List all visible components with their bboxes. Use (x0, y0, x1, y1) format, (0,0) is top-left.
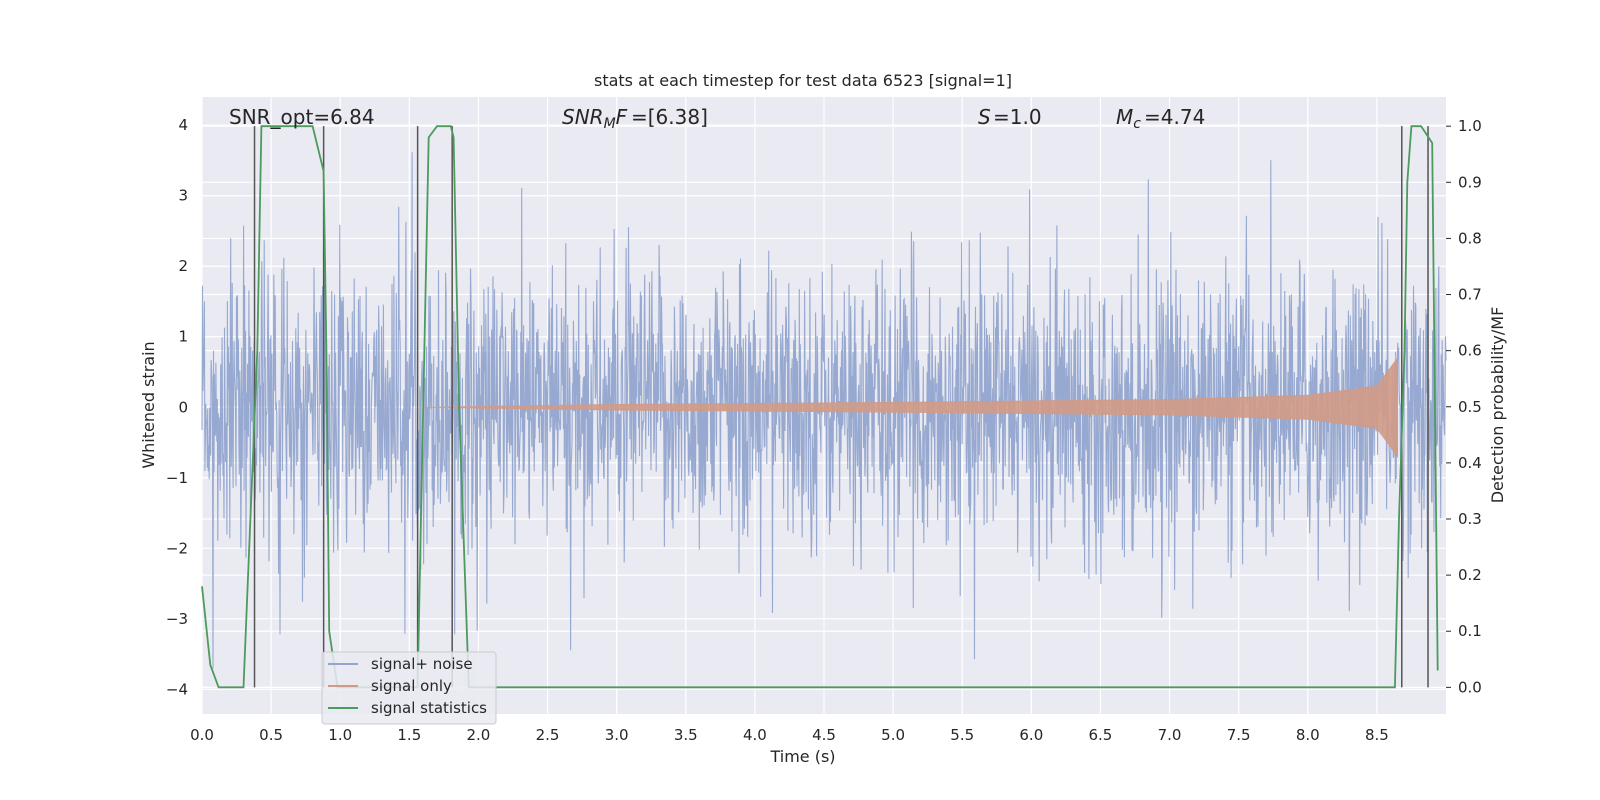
signal-noise-line (201, 152, 1447, 669)
annotation-s: S =1.0 (978, 105, 1042, 129)
x-tick-label: 8.5 (1365, 726, 1389, 744)
y-tick-label: −4 (166, 680, 188, 698)
x-tick-label: 2.5 (536, 726, 560, 744)
x-tick-label: 8.0 (1296, 726, 1320, 744)
y2-tick-label: 1.0 (1458, 117, 1482, 135)
y-tick-label: 1 (178, 328, 188, 346)
y2-tick-label: 0.7 (1458, 286, 1482, 304)
annotation-mc-value: =4.74 (1144, 105, 1205, 129)
legend-box (321, 651, 497, 725)
y-tick-label: −1 (166, 469, 188, 487)
y-tick-label: 0 (178, 398, 188, 416)
x-tick-label: 5.5 (950, 726, 974, 744)
chart-title: stats at each timestep for test data 652… (594, 71, 1012, 90)
x-axis-label: Time (s) (769, 747, 835, 766)
x-tick-label: 0.0 (190, 726, 214, 744)
y-tick-label: 2 (178, 257, 188, 275)
legend-label-signal-only: signal only (371, 677, 452, 695)
legend-label-signal-statistics: signal statistics (371, 699, 487, 717)
annotation-snr-mf-value: =[6.38] (631, 105, 708, 129)
y2-tick-label: 0.8 (1458, 229, 1482, 247)
annotation-snr-mf: SNRMF =[6.38] (562, 105, 708, 132)
x-tick-label: 1.0 (328, 726, 352, 744)
x-tick-label: 5.0 (881, 726, 905, 744)
y2-tick-label: 0.2 (1458, 566, 1482, 584)
y-axis-label: Whitened strain (139, 341, 158, 468)
y2-tick-label: 0.3 (1458, 510, 1482, 528)
x-tick-label: 6.5 (1089, 726, 1113, 744)
x-tick-label: 2.0 (467, 726, 491, 744)
annotation-snr-mf-symbol: SNRMF (562, 105, 628, 132)
y-axis-ticks: 4 3 2 1 0 −1 −2 −3 −4 (166, 116, 188, 698)
series-signal-noise (201, 152, 1447, 669)
annotation-s-value: =1.0 (993, 105, 1042, 129)
x-tick-label: 1.5 (397, 726, 421, 744)
x-tick-label: 7.5 (1227, 726, 1251, 744)
y2-tick-label: 0.4 (1458, 454, 1482, 472)
x-axis-ticks: 0.0 0.5 1.0 1.5 2.0 2.5 3.0 3.5 4.0 4.5 5.0 5.5 6.0 6… (190, 726, 1389, 744)
series-signal-only (423, 356, 1398, 458)
x-tick-label: 4.0 (743, 726, 767, 744)
y2-tick-label: 0.1 (1458, 622, 1482, 640)
y2-tick-label: 0.6 (1458, 342, 1482, 360)
signal-only-fill (423, 356, 1398, 458)
y-tick-label: −2 (166, 539, 188, 557)
annotation-s-symbol: S (978, 105, 991, 129)
y-tick-label: 3 (178, 187, 188, 205)
y2-tick-label: 0.9 (1458, 173, 1482, 191)
annotation-snr-opt: SNR_opt=6.84 (229, 105, 375, 129)
x-tick-label: 3.5 (674, 726, 698, 744)
legend: signal+ noise signal only signal statist… (321, 651, 497, 725)
x-tick-label: 6.0 (1019, 726, 1043, 744)
x-tick-label: 0.5 (259, 726, 283, 744)
x-tick-label: 3.0 (605, 726, 629, 744)
y-tick-label: −3 (166, 610, 188, 628)
y2-axis-ticks: 1.0 0.9 0.8 0.7 0.6 0.5 0.4 0.3 0.2 0.1 0.0 (1446, 117, 1482, 696)
y2-axis-label: Detection probability/MF (1488, 307, 1507, 504)
y2-tick-label: 0.5 (1458, 398, 1482, 416)
y-tick-label: 4 (178, 116, 188, 134)
x-tick-label: 4.5 (812, 726, 836, 744)
y2-tick-label: 0.0 (1458, 678, 1482, 696)
x-tick-label: 7.0 (1158, 726, 1182, 744)
series-signal-statistics (201, 125, 1439, 689)
legend-label-signal-noise: signal+ noise (371, 655, 473, 673)
annotation-mc: Mc =4.74 (1116, 105, 1205, 132)
signal-statistics-line (201, 125, 1439, 689)
